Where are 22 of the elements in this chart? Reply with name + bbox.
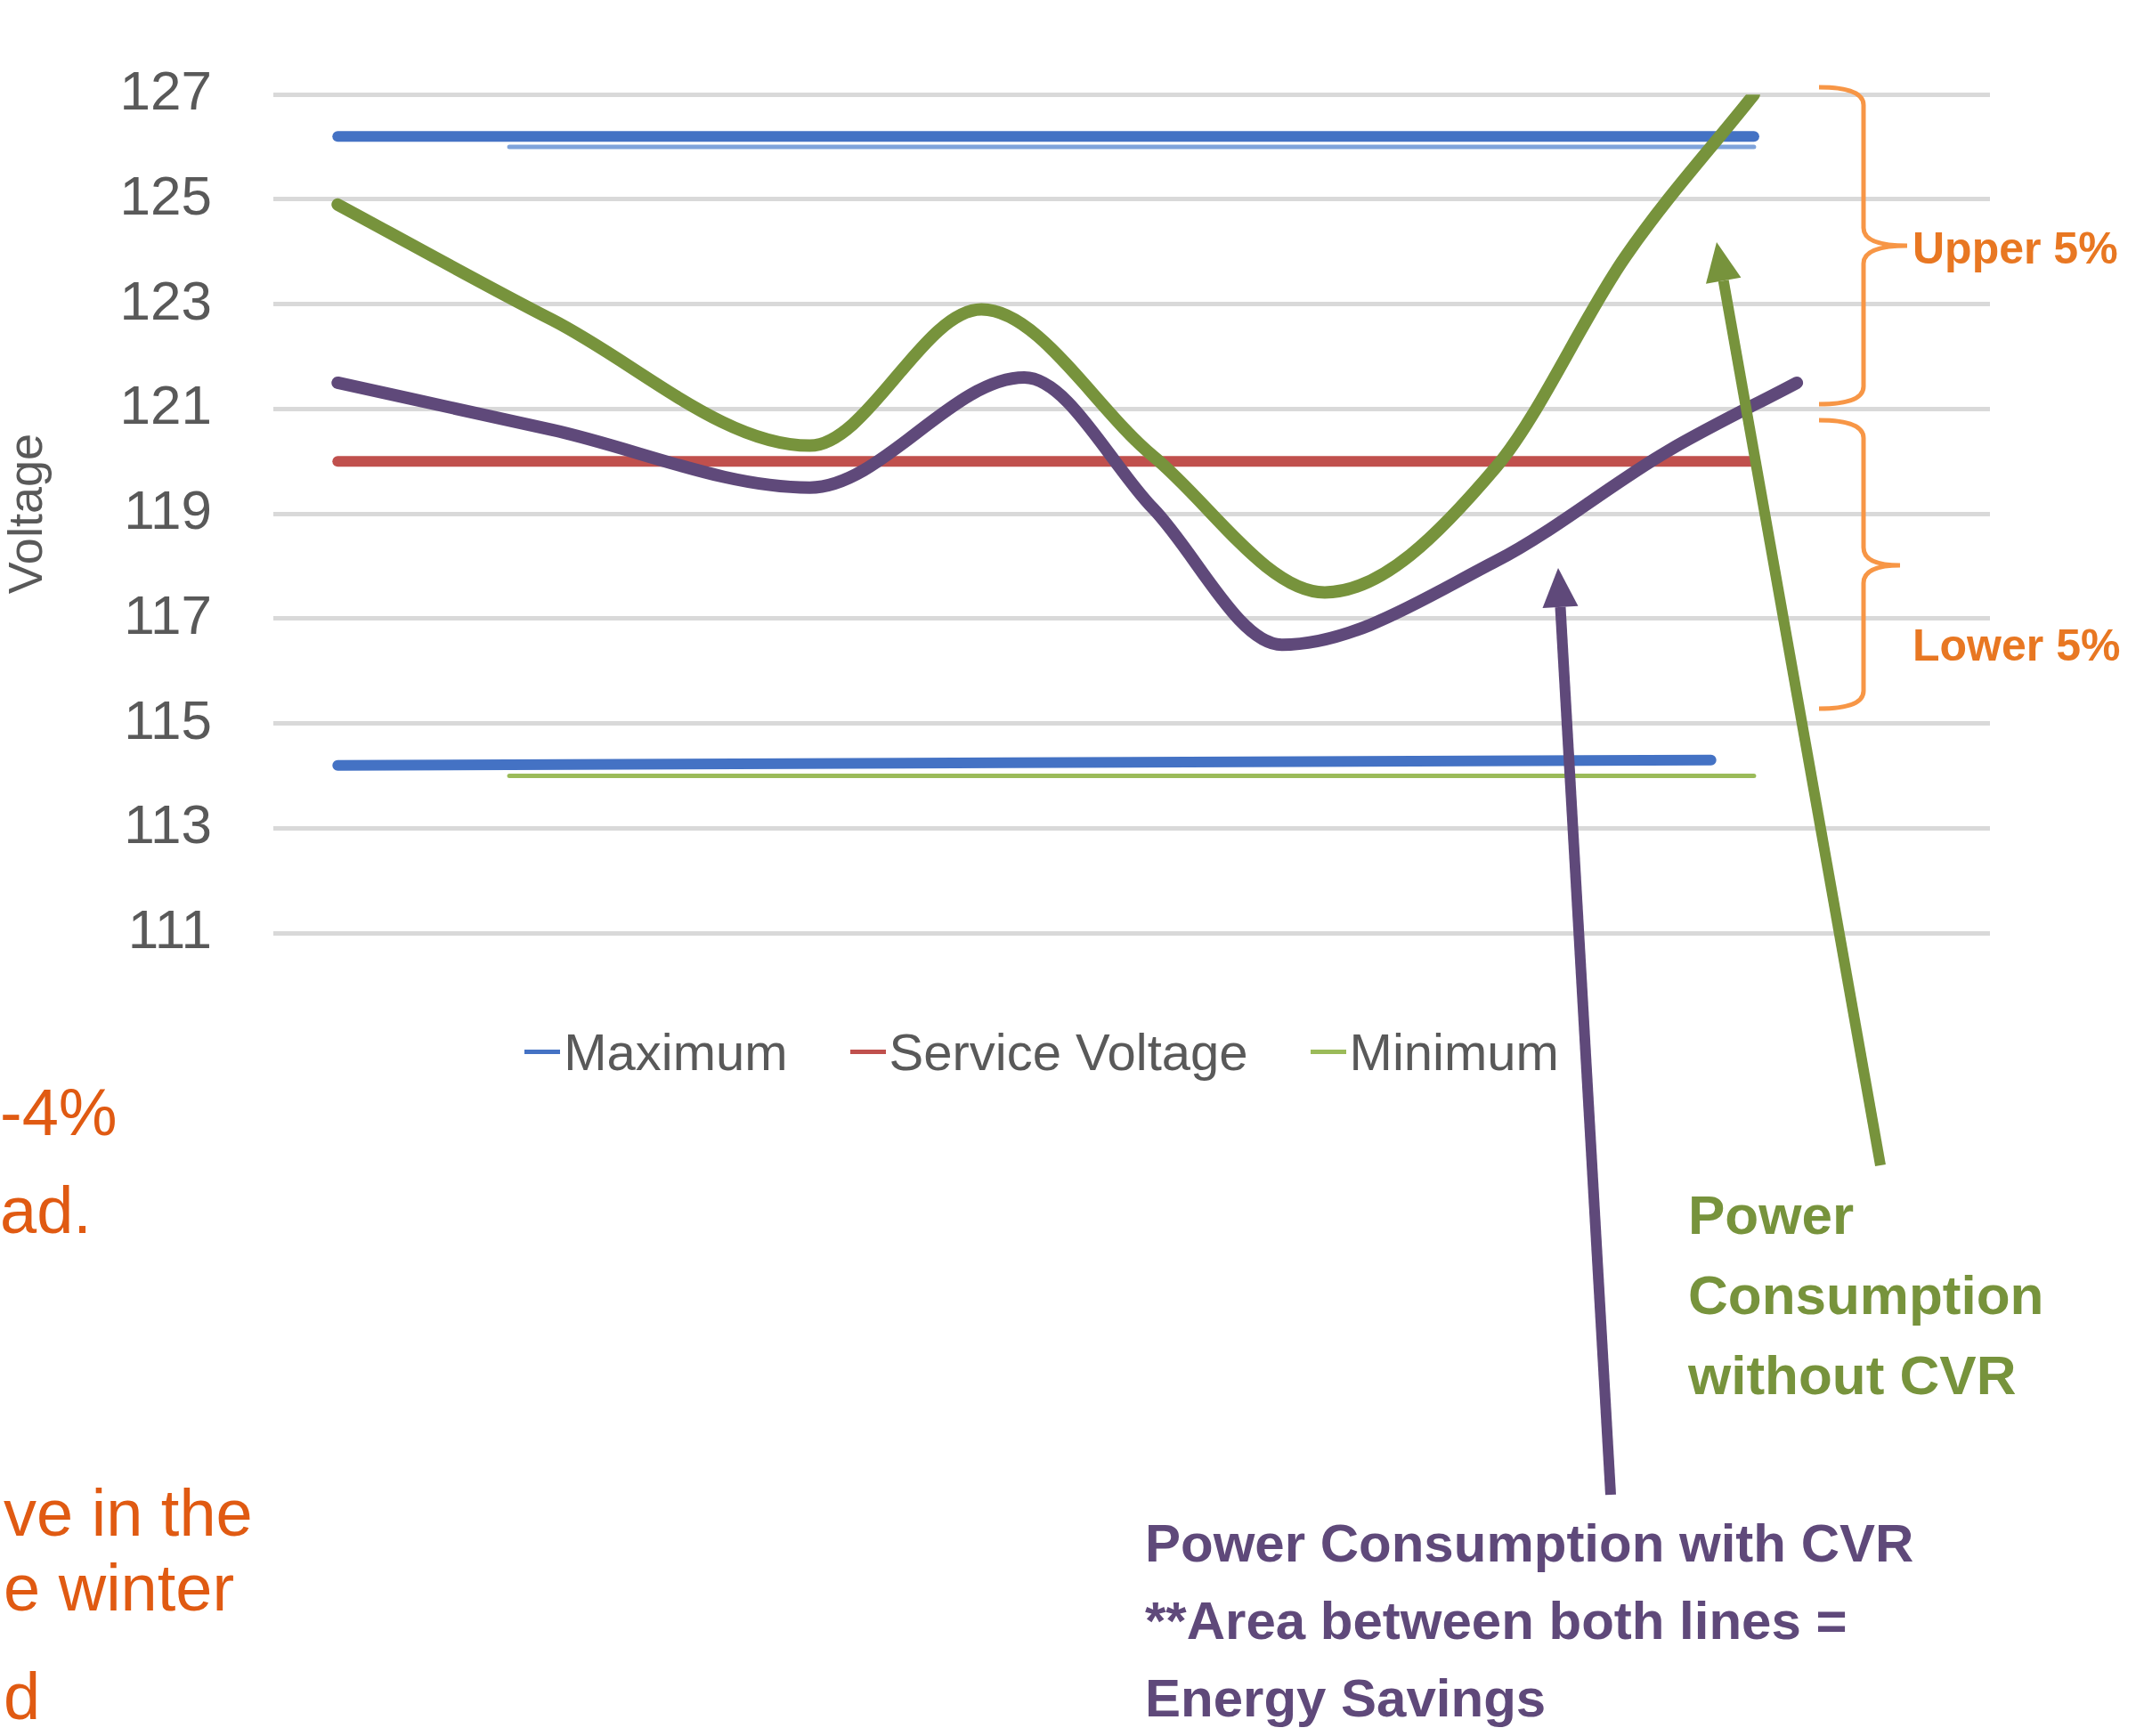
y-tick-label: 111 xyxy=(127,898,212,961)
y-tick-label: 121 xyxy=(119,374,212,436)
text: Power Consumption without CVR xyxy=(1688,1183,2044,1407)
y-tick-label: 125 xyxy=(119,165,212,227)
y-tick-label: 115 xyxy=(124,688,212,750)
y-axis-title: Voltage xyxy=(0,434,53,595)
text: ad. xyxy=(0,1172,92,1249)
legend-label: Service Voltage xyxy=(889,1022,1248,1082)
y-tick-label: 123 xyxy=(119,269,212,331)
text: d xyxy=(4,1659,41,1735)
annotation: Upper 5% xyxy=(1913,223,2118,275)
y-tick-label: 117 xyxy=(124,583,212,645)
legend-label: Maximum xyxy=(564,1022,788,1082)
legend-label: Minimum xyxy=(1349,1022,1559,1082)
text: -4% xyxy=(0,1075,118,1151)
y-tick-label: 113 xyxy=(124,793,212,856)
y-tick-label: 119 xyxy=(124,479,212,541)
text: ve in the xyxy=(4,1476,253,1550)
y-tick-label: 127 xyxy=(119,60,212,122)
text: e winter xyxy=(4,1550,235,1626)
text: Power Consumption with CVR **Area between both lines = Energy Savings xyxy=(1145,1513,1914,1730)
annotation: Lower 5% xyxy=(1913,620,2121,672)
